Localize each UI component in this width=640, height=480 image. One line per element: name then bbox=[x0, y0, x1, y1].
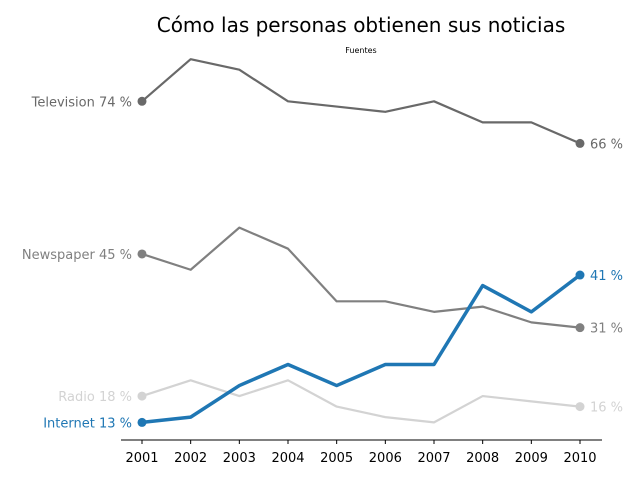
series-line bbox=[140, 58, 582, 145]
series-start-label: Television 74 % bbox=[31, 95, 132, 110]
series-internet: Internet 13 % 41 % bbox=[43, 269, 623, 431]
series-line bbox=[140, 273, 582, 425]
x-tick-label: 2003 bbox=[223, 451, 256, 466]
x-tick-label: 2005 bbox=[320, 451, 353, 466]
x-tick-label: 2002 bbox=[174, 451, 207, 466]
series-end-point bbox=[575, 270, 585, 280]
x-tick-label: 2001 bbox=[125, 451, 158, 466]
series-radio: Radio 18 % 16 % bbox=[58, 379, 623, 424]
x-axis: 2001 2002 2003 2004 2005 2006 2007 2008 2009 2010 bbox=[121, 439, 602, 466]
series-start-point bbox=[137, 391, 147, 401]
series-end-label: 41 % bbox=[590, 269, 623, 284]
series-newspaper: Newspaper 45 % 31 % bbox=[22, 226, 623, 337]
series-start-label: Newspaper 45 % bbox=[22, 248, 132, 263]
x-tick-label: 2008 bbox=[466, 451, 499, 466]
x-tick-label: 2006 bbox=[369, 451, 402, 466]
series-start-label: Internet 13 % bbox=[43, 416, 132, 431]
series-end-point bbox=[575, 138, 585, 148]
series-start-point bbox=[137, 96, 147, 106]
series-start-label: Radio 18 % bbox=[58, 390, 132, 405]
series-layer: Television 74 % 66 % Newspaper 45 % 31 % Rad… bbox=[22, 58, 623, 431]
series-end-label: 66 % bbox=[590, 137, 623, 152]
series-start-point bbox=[137, 249, 147, 259]
x-tick-label: 2009 bbox=[515, 451, 548, 466]
series-end-point bbox=[575, 402, 585, 412]
series-end-label: 16 % bbox=[590, 401, 623, 416]
chart-subtitle: Fuentes bbox=[345, 46, 376, 55]
series-end-label: 31 % bbox=[590, 322, 623, 337]
series-start-point bbox=[137, 417, 147, 427]
series-television: Television 74 % 66 % bbox=[31, 58, 623, 152]
series-line bbox=[140, 379, 582, 424]
series-end-point bbox=[575, 323, 585, 333]
series-line bbox=[140, 226, 582, 329]
x-tick-label: 2004 bbox=[271, 451, 304, 466]
x-tick-label: 2007 bbox=[417, 451, 450, 466]
chart-title: Cómo las personas obtienen sus noticias bbox=[157, 13, 566, 37]
x-tick-label: 2010 bbox=[563, 451, 596, 466]
